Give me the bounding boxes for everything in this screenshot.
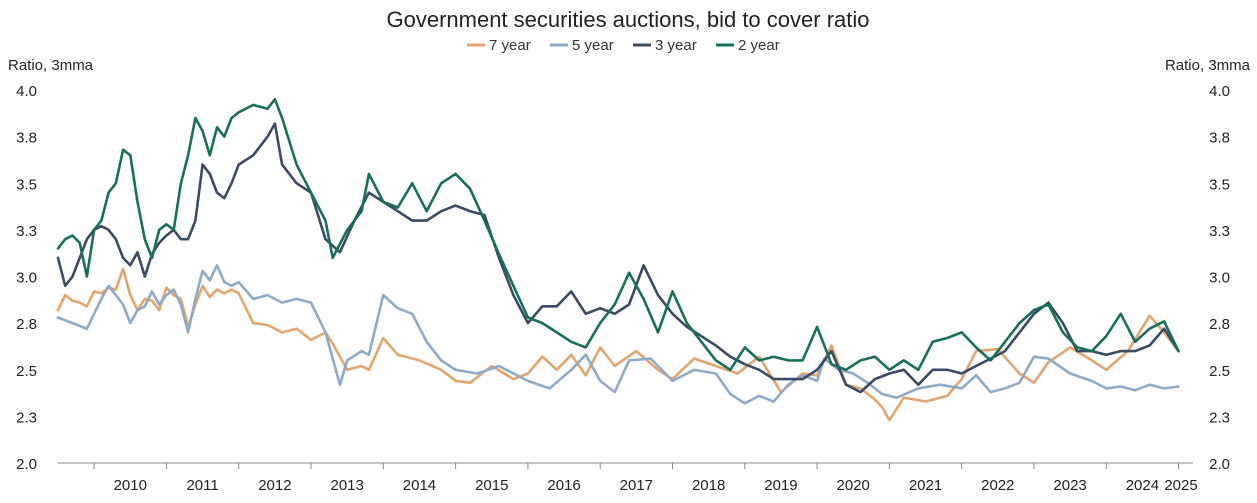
y-tick-label-left: 2.8 — [16, 316, 37, 333]
legend-label-5-year: 5 year — [572, 37, 614, 54]
y-tick-label-right: 3.8 — [1209, 130, 1230, 147]
x-tick-label: 2025 — [1164, 477, 1197, 494]
chart-title: Government securities auctions, bid to c… — [386, 7, 869, 32]
x-tick-label: 2014 — [403, 477, 436, 494]
y-tick-label-left: 3.0 — [16, 270, 37, 287]
y-tick-label-left: 3.5 — [16, 176, 37, 193]
x-axis: 2010 2011 2012 2013 2014 2015 2016 2017 2018 2019… — [58, 462, 1198, 494]
y-tick-label-left: 4.0 — [16, 83, 37, 100]
x-tick-label: 2017 — [620, 477, 653, 494]
x-tick-label: 2024 — [1126, 477, 1159, 494]
legend: 7 year 5 year 3 year 2 year — [467, 37, 780, 54]
x-tick-label: 2013 — [330, 477, 363, 494]
x-tick-label: 2012 — [258, 477, 291, 494]
y-tick-label-right: 3.5 — [1209, 176, 1230, 193]
series-lines — [56, 98, 1180, 422]
x-tick-label: 2010 — [114, 477, 147, 494]
y-tick-label-left: 3.3 — [16, 223, 37, 240]
y-tick-label-right: 3.0 — [1209, 270, 1230, 287]
y-tick-label-right: 2.8 — [1209, 316, 1230, 333]
y-tick-label-right: 3.3 — [1209, 223, 1230, 240]
x-tick-label: 2011 — [186, 477, 218, 494]
x-tick-label: 2020 — [837, 477, 870, 494]
legend-label-3-year: 3 year — [655, 37, 697, 54]
y-tick-label-right: 2.5 — [1209, 363, 1230, 380]
x-tick-label: 2016 — [547, 477, 580, 494]
series-line-2-year — [56, 98, 1180, 372]
legend-item-5-year: 5 year — [550, 37, 614, 54]
x-tick-label: 2021 — [909, 477, 942, 494]
y-axis-title-right: Ratio, 3mma — [1165, 57, 1251, 74]
x-tick-label: 2015 — [475, 477, 508, 494]
y-tick-label-left: 2.3 — [16, 409, 37, 426]
legend-label-7-year: 7 year — [489, 37, 531, 54]
x-tick-label: 2019 — [764, 477, 797, 494]
x-tick-label: 2022 — [981, 477, 1014, 494]
legend-item-7-year: 7 year — [467, 37, 531, 54]
y-tick-label-right: 4.0 — [1209, 83, 1230, 100]
legend-item-3-year: 3 year — [633, 37, 697, 54]
x-tick-label: 2023 — [1053, 477, 1086, 494]
y-tick-label-right: 2.3 — [1209, 409, 1230, 426]
y-tick-label-right: 2.0 — [1209, 456, 1230, 473]
y-tick-label-left: 2.0 — [16, 456, 37, 473]
y-axis-left: 2.0 2.3 2.5 2.8 3.0 3.3 3.5 3.8 4.0 — [16, 83, 37, 473]
y-axis-right: 2.0 2.3 2.5 2.8 3.0 3.3 3.5 3.8 4.0 — [1209, 83, 1230, 473]
y-tick-label-left: 3.8 — [16, 130, 37, 147]
x-tick-label: 2018 — [692, 477, 725, 494]
y-axis-title-left: Ratio, 3mma — [8, 57, 94, 74]
y-tick-label-left: 2.5 — [16, 363, 37, 380]
series-line-5-year — [56, 263, 1180, 405]
series-line-7-year — [56, 267, 1180, 422]
series-line-3-year — [56, 122, 1180, 394]
legend-item-2-year: 2 year — [716, 37, 780, 54]
legend-label-2-year: 2 year — [738, 37, 780, 54]
